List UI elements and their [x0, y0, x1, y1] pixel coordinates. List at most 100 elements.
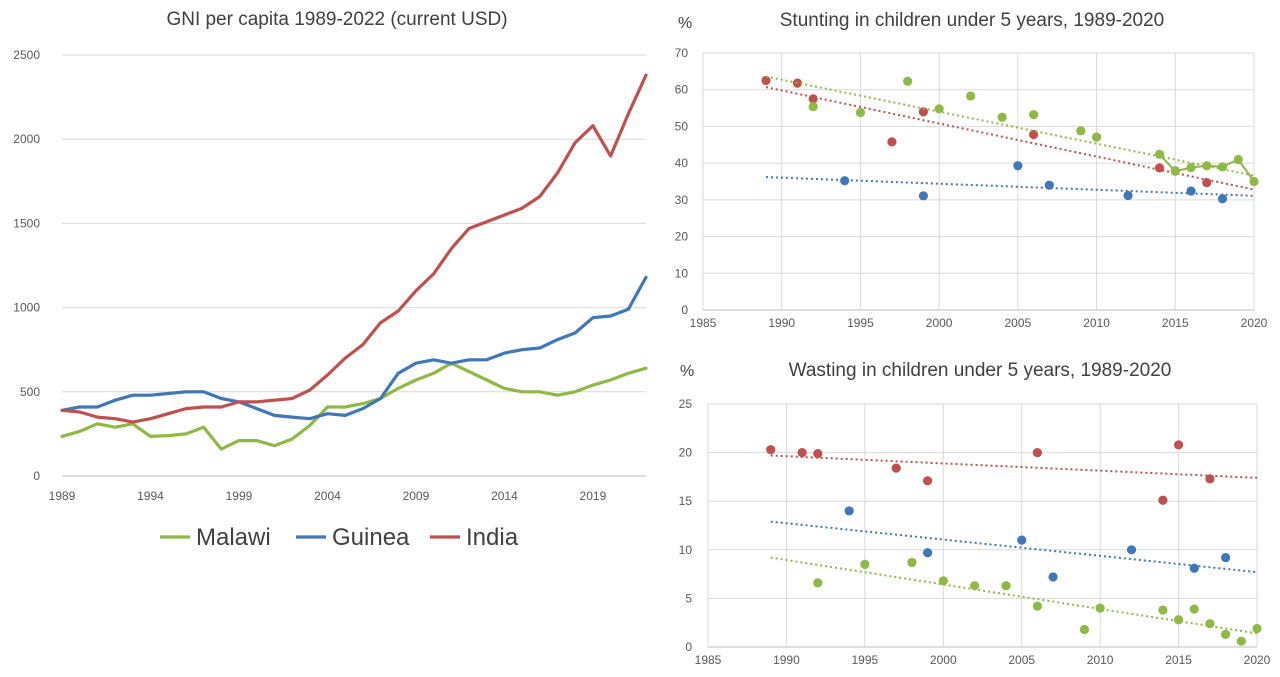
x-tick-label: 2000	[926, 316, 953, 330]
data-point-malawi	[1170, 166, 1180, 176]
data-point-guinea	[1217, 194, 1228, 204]
x-tick-label: 2015	[1162, 316, 1189, 330]
data-point-guinea	[1048, 572, 1058, 582]
data-point-india	[1173, 440, 1184, 450]
data-point-malawi	[808, 102, 818, 112]
data-point-malawi	[1233, 154, 1243, 165]
data-point-guinea	[840, 176, 850, 186]
y-tick-label: 20	[675, 230, 689, 244]
gni-legend: Malawi Guinea India	[160, 524, 519, 551]
data-point-malawi	[855, 107, 866, 118]
data-point-india	[923, 476, 933, 486]
data-point-malawi	[813, 578, 823, 588]
data-point-india	[808, 94, 818, 104]
data-point-malawi	[903, 76, 913, 86]
y-tick-label: 15	[679, 494, 693, 508]
data-point-malawi	[1076, 126, 1086, 136]
series-line-india	[60, 73, 648, 424]
data-point-india	[1154, 163, 1165, 173]
data-point-malawi	[907, 557, 917, 568]
stunting-y-unit: %	[678, 15, 692, 32]
data-point-india	[766, 445, 776, 455]
data-point-malawi	[1205, 619, 1215, 629]
wasting-plot-area: 0 5 10 15 20 25 1985 1990 1995 2000 2005 2010 2015 20…	[679, 397, 1271, 667]
data-point-malawi	[1095, 603, 1105, 613]
data-point-guinea	[1221, 552, 1231, 563]
data-point-india	[1158, 495, 1168, 505]
data-point-guinea	[1186, 186, 1196, 196]
data-point-guinea	[1017, 535, 1027, 545]
trendline-guinea	[765, 176, 1255, 197]
data-point-india	[1202, 178, 1212, 188]
data-point-guinea	[1189, 563, 1199, 573]
series-line-malawi	[60, 361, 648, 451]
data-point-malawi	[1236, 636, 1246, 646]
legend-label-india: India	[466, 524, 519, 551]
x-tick-label: 2019	[580, 489, 607, 503]
gni-chart-title: GNI per capita 1989-2022 (current USD)	[166, 9, 507, 30]
trendline-guinea	[770, 520, 1258, 574]
legend-label-malawi: Malawi	[196, 524, 271, 551]
gni-plot-area: 0 500 1000 1500 2000 2500 1989 1994 1999 2004 2009…	[13, 48, 648, 503]
trendline-malawi	[770, 556, 1258, 635]
y-tick-label: 25	[679, 397, 693, 411]
y-tick-label: 10	[679, 543, 693, 557]
y-tick-label: 60	[675, 83, 689, 97]
data-point-malawi	[1202, 161, 1212, 171]
x-tick-label: 2009	[403, 489, 430, 503]
data-point-india	[797, 448, 807, 458]
y-tick-label: 2000	[13, 132, 40, 146]
y-tick-label: 40	[675, 156, 689, 170]
data-point-malawi	[860, 559, 870, 569]
data-point-india	[887, 137, 897, 147]
stunting-chart-title: Stunting in children under 5 years, 1989…	[780, 10, 1164, 31]
data-point-guinea	[1123, 190, 1133, 201]
data-point-malawi	[1186, 162, 1196, 173]
data-point-malawi	[966, 91, 976, 101]
wasting-y-unit: %	[680, 363, 694, 380]
y-tick-label: 0	[681, 303, 688, 317]
x-tick-label: 2010	[1087, 653, 1114, 667]
y-tick-label: 1000	[13, 301, 40, 315]
trendline-india	[765, 86, 1255, 191]
x-tick-label: 1989	[49, 489, 76, 503]
data-point-malawi	[1158, 605, 1168, 615]
stunting-plot-area: 0 10 20 30 40 50 60 70 1985 1990 1995 2000 2005 2010 2…	[675, 46, 1268, 330]
data-point-malawi	[1221, 629, 1231, 639]
x-tick-label: 1990	[768, 316, 795, 330]
data-point-malawi	[1217, 162, 1228, 172]
data-point-malawi	[1029, 110, 1039, 120]
wasting-chart-title: Wasting in children under 5 years, 1989-…	[789, 360, 1172, 381]
data-point-india	[891, 463, 901, 473]
data-point-malawi	[1032, 601, 1042, 611]
x-tick-label: 2005	[1005, 316, 1032, 330]
data-point-malawi	[1173, 615, 1184, 625]
x-tick-label: 2015	[1165, 653, 1192, 667]
data-point-malawi	[1249, 176, 1259, 187]
y-tick-label: 20	[679, 446, 693, 460]
x-tick-label: 1985	[695, 653, 722, 667]
x-tick-label: 2004	[314, 489, 341, 503]
x-tick-label: 2000	[930, 653, 957, 667]
data-point-guinea	[1013, 161, 1023, 171]
data-point-india	[918, 107, 929, 117]
y-tick-label: 2500	[13, 48, 40, 62]
data-point-malawi	[934, 104, 944, 114]
y-tick-label: 70	[675, 46, 689, 60]
x-tick-label: 2014	[491, 489, 518, 503]
x-tick-label: 1995	[847, 316, 874, 330]
trendline-india	[770, 454, 1258, 479]
y-tick-label: 500	[20, 385, 40, 399]
data-point-malawi	[970, 581, 980, 591]
y-tick-label: 10	[675, 266, 689, 280]
data-point-guinea	[1044, 180, 1054, 190]
data-point-india	[1205, 474, 1215, 484]
data-point-malawi	[938, 576, 948, 586]
data-point-guinea	[844, 506, 854, 516]
data-point-guinea	[918, 191, 929, 201]
y-tick-label: 0	[33, 469, 40, 483]
data-point-guinea	[923, 548, 933, 558]
data-point-malawi	[1079, 624, 1090, 635]
x-tick-label: 2020	[1244, 653, 1271, 667]
x-tick-label: 1990	[773, 653, 800, 667]
